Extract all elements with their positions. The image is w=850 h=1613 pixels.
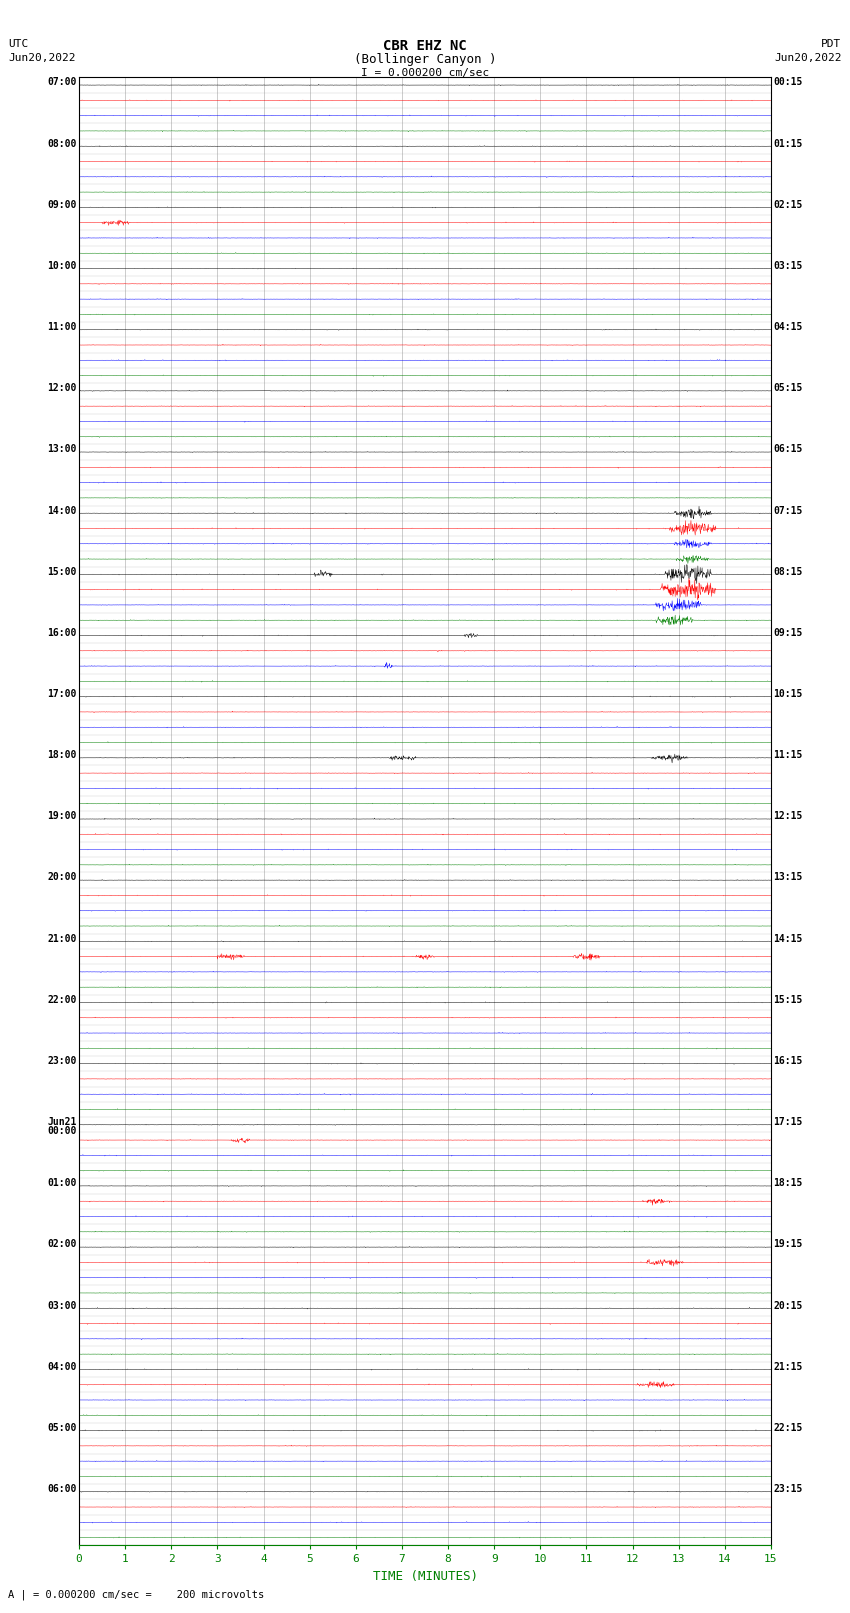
Text: 01:15: 01:15 [773, 139, 802, 148]
Text: 23:00: 23:00 [48, 1057, 77, 1066]
Text: 09:00: 09:00 [48, 200, 77, 210]
Text: 15:15: 15:15 [773, 995, 802, 1005]
Text: 15:00: 15:00 [48, 566, 77, 577]
Text: 05:15: 05:15 [773, 384, 802, 394]
Text: I = 0.000200 cm/sec: I = 0.000200 cm/sec [361, 68, 489, 77]
X-axis label: TIME (MINUTES): TIME (MINUTES) [372, 1569, 478, 1582]
Text: 08:00: 08:00 [48, 139, 77, 148]
Text: 06:00: 06:00 [48, 1484, 77, 1494]
Text: 02:00: 02:00 [48, 1239, 77, 1250]
Text: 20:15: 20:15 [773, 1300, 802, 1311]
Text: 10:00: 10:00 [48, 261, 77, 271]
Text: 11:00: 11:00 [48, 323, 77, 332]
Text: 16:15: 16:15 [773, 1057, 802, 1066]
Text: 03:00: 03:00 [48, 1300, 77, 1311]
Text: 22:00: 22:00 [48, 995, 77, 1005]
Text: 02:15: 02:15 [773, 200, 802, 210]
Text: 01:00: 01:00 [48, 1177, 77, 1189]
Text: 12:15: 12:15 [773, 811, 802, 821]
Text: A | = 0.000200 cm/sec =    200 microvolts: A | = 0.000200 cm/sec = 200 microvolts [8, 1589, 264, 1600]
Text: 10:15: 10:15 [773, 689, 802, 698]
Text: 03:15: 03:15 [773, 261, 802, 271]
Text: 14:15: 14:15 [773, 934, 802, 944]
Text: 04:15: 04:15 [773, 323, 802, 332]
Text: 04:00: 04:00 [48, 1361, 77, 1371]
Text: 19:15: 19:15 [773, 1239, 802, 1250]
Text: 00:15: 00:15 [773, 77, 802, 87]
Text: 13:15: 13:15 [773, 873, 802, 882]
Text: 17:00: 17:00 [48, 689, 77, 698]
Text: Jun20,2022: Jun20,2022 [8, 53, 76, 63]
Text: 07:15: 07:15 [773, 505, 802, 516]
Text: 17:15: 17:15 [773, 1118, 802, 1127]
Text: 14:00: 14:00 [48, 505, 77, 516]
Text: 21:15: 21:15 [773, 1361, 802, 1371]
Text: 11:15: 11:15 [773, 750, 802, 760]
Text: 20:00: 20:00 [48, 873, 77, 882]
Text: PDT: PDT [821, 39, 842, 48]
Text: 23:15: 23:15 [773, 1484, 802, 1494]
Text: 12:00: 12:00 [48, 384, 77, 394]
Text: 09:15: 09:15 [773, 627, 802, 637]
Text: 22:15: 22:15 [773, 1423, 802, 1432]
Text: 06:15: 06:15 [773, 444, 802, 455]
Text: 18:15: 18:15 [773, 1177, 802, 1189]
Text: Jun21
00:00: Jun21 00:00 [48, 1118, 77, 1136]
Text: 16:00: 16:00 [48, 627, 77, 637]
Text: 19:00: 19:00 [48, 811, 77, 821]
Text: 18:00: 18:00 [48, 750, 77, 760]
Text: 05:00: 05:00 [48, 1423, 77, 1432]
Text: 08:15: 08:15 [773, 566, 802, 577]
Text: Jun20,2022: Jun20,2022 [774, 53, 842, 63]
Text: CBR EHZ NC: CBR EHZ NC [383, 39, 467, 53]
Text: UTC: UTC [8, 39, 29, 48]
Text: 21:00: 21:00 [48, 934, 77, 944]
Text: (Bollinger Canyon ): (Bollinger Canyon ) [354, 53, 496, 66]
Text: 07:00: 07:00 [48, 77, 77, 87]
Text: 13:00: 13:00 [48, 444, 77, 455]
